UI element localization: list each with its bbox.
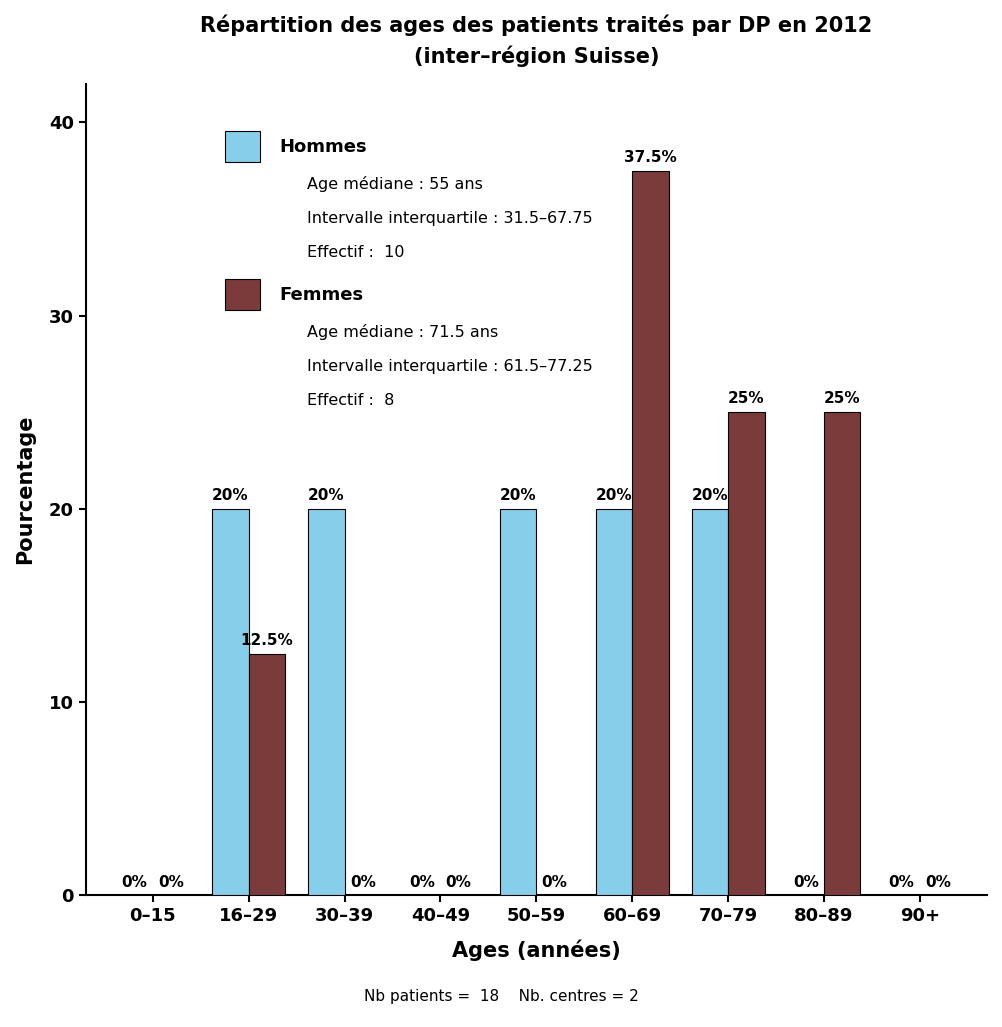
- Bar: [632, 170, 668, 896]
- Text: 0%: 0%: [409, 875, 435, 889]
- Text: 0%: 0%: [158, 875, 184, 889]
- Text: 20%: 20%: [212, 488, 248, 503]
- Text: Intervalle interquartile : 31.5–67.75: Intervalle interquartile : 31.5–67.75: [307, 211, 592, 226]
- Bar: [728, 412, 765, 896]
- Bar: [225, 279, 260, 310]
- X-axis label: Ages (années): Ages (années): [452, 939, 620, 960]
- Text: 37.5%: 37.5%: [624, 150, 676, 164]
- Bar: [691, 508, 728, 896]
- Text: 0%: 0%: [350, 875, 376, 889]
- Text: Effectif :  8: Effectif : 8: [307, 393, 394, 408]
- Text: 20%: 20%: [596, 488, 632, 503]
- Bar: [225, 131, 260, 162]
- Text: Effectif :  10: Effectif : 10: [307, 245, 404, 260]
- Text: 20%: 20%: [500, 488, 536, 503]
- Bar: [824, 412, 861, 896]
- Text: 12.5%: 12.5%: [240, 633, 294, 648]
- Text: Age médiane : 55 ans: Age médiane : 55 ans: [307, 177, 482, 192]
- Text: 0%: 0%: [542, 875, 567, 889]
- Text: 25%: 25%: [728, 391, 765, 407]
- Text: 0%: 0%: [446, 875, 472, 889]
- Text: 20%: 20%: [691, 488, 728, 503]
- Text: 25%: 25%: [824, 391, 861, 407]
- Text: Age médiane : 71.5 ans: Age médiane : 71.5 ans: [307, 325, 498, 340]
- Text: Hommes: Hommes: [280, 138, 367, 156]
- Bar: [596, 508, 632, 896]
- Text: 0%: 0%: [793, 875, 819, 889]
- Text: 0%: 0%: [889, 875, 915, 889]
- Title: Répartition des ages des patients traités par DP en 2012
(inter–région Suisse): Répartition des ages des patients traité…: [200, 15, 873, 67]
- Text: 0%: 0%: [925, 875, 951, 889]
- Bar: [309, 508, 345, 896]
- Y-axis label: Pourcentage: Pourcentage: [15, 415, 35, 564]
- Bar: [212, 508, 248, 896]
- Bar: [248, 654, 286, 896]
- Text: Nb patients =  18    Nb. centres = 2: Nb patients = 18 Nb. centres = 2: [364, 989, 638, 1004]
- Text: Intervalle interquartile : 61.5–77.25: Intervalle interquartile : 61.5–77.25: [307, 359, 592, 374]
- Text: Femmes: Femmes: [280, 286, 364, 304]
- Text: 20%: 20%: [308, 488, 345, 503]
- Text: 0%: 0%: [121, 875, 147, 889]
- Bar: [500, 508, 536, 896]
